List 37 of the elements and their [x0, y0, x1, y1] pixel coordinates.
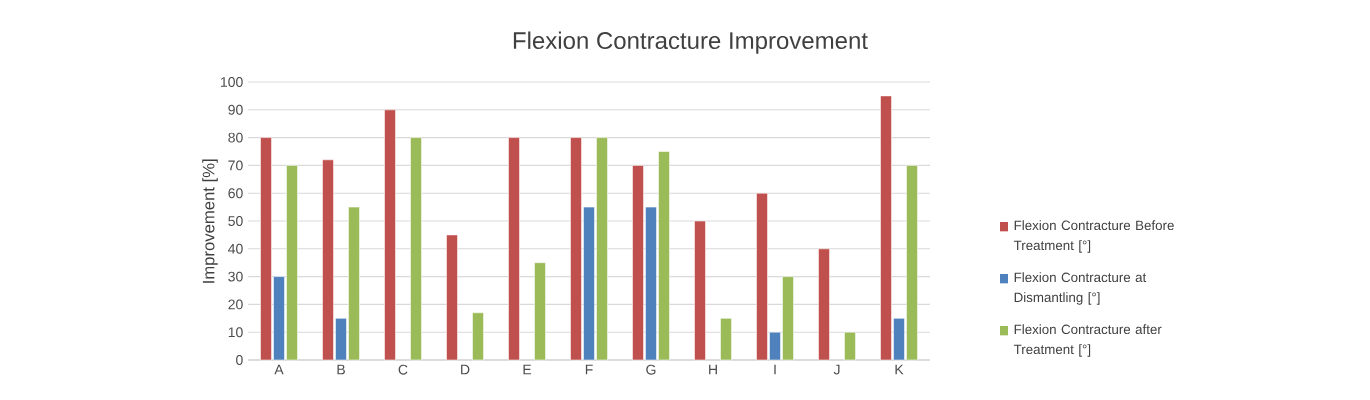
y-tick-label: 50 [228, 216, 243, 226]
x-tick-label: F [585, 364, 593, 375]
bar [818, 248, 830, 361]
y-tick-label: 70 [228, 160, 243, 171]
bar [694, 220, 706, 361]
bar [534, 262, 546, 361]
x-tick-label: A [274, 364, 284, 375]
bar [410, 137, 422, 361]
bar [720, 318, 732, 361]
y-tick-label: 30 [228, 271, 243, 282]
y-tick-label: 90 [228, 104, 243, 115]
x-tick-label: D [461, 364, 470, 375]
x-tick-label: B [337, 364, 345, 375]
legend-label: Flexion Contracture after Treatment [°] [1013, 324, 1162, 357]
y-tick-label: 10 [228, 327, 243, 338]
bar [384, 109, 396, 361]
y-tick-label: 80 [228, 132, 243, 143]
y-tick-label: 0 [236, 355, 243, 365]
legend-label: Flexion Contracture Before Treatment [°] [1013, 220, 1174, 253]
legend-label: Flexion Contracture at Dismantling [°] [1014, 272, 1147, 305]
y-tick-label: 100 [221, 77, 243, 87]
y-tick-label: 20 [228, 299, 243, 310]
bar [446, 234, 458, 361]
x-tick-label: H [709, 364, 717, 375]
y-tick-label: 60 [228, 188, 243, 199]
bar [844, 331, 856, 361]
bar [508, 137, 520, 361]
x-tick-label: E [523, 364, 532, 375]
y-tick-label: 40 [228, 243, 243, 254]
x-tick-label: C [398, 364, 408, 375]
x-tick-label: I [774, 364, 776, 375]
x-tick-label: K [895, 364, 904, 375]
x-tick-label: J [833, 364, 840, 375]
y-axis-title: Improvement [%] [202, 159, 218, 283]
x-tick-label: G [646, 364, 656, 375]
bar [472, 312, 484, 361]
chart-title: Flexion Contracture Improvement [513, 31, 868, 54]
